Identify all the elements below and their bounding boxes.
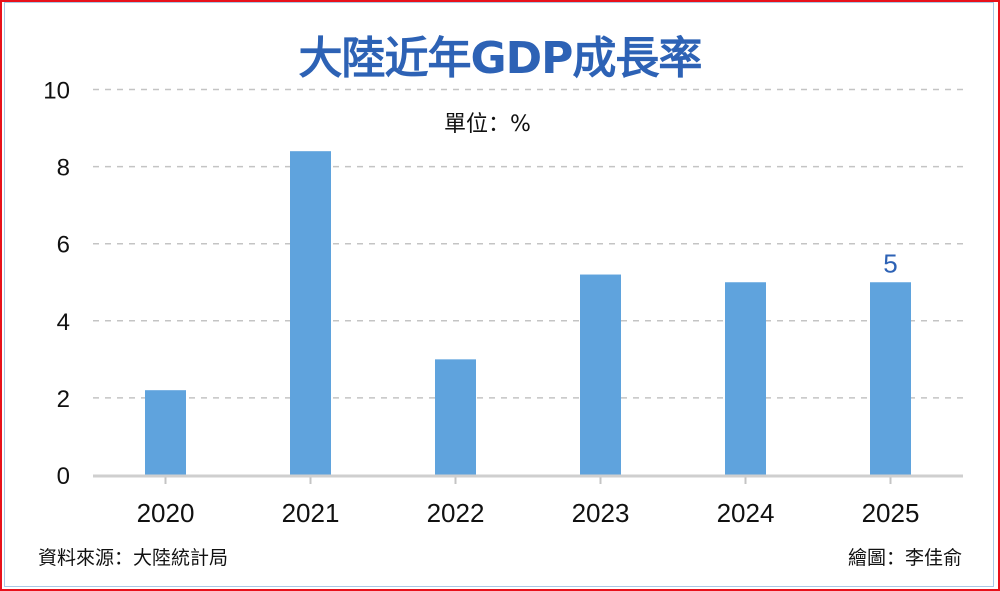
x-tick-label: 2020 (137, 498, 195, 528)
x-tick-label: 2021 (282, 498, 340, 528)
x-tick-label: 2023 (572, 498, 630, 528)
y-tick-label: 0 (57, 463, 70, 490)
y-tick-label: 4 (57, 309, 70, 336)
unit-label: 單位：% (444, 112, 531, 137)
bar-2022 (435, 359, 476, 475)
bar-2020 (145, 390, 186, 475)
bar-2025 (870, 282, 911, 475)
y-tick-label: 10 (43, 78, 70, 105)
chart-title: 大陸近年GDP成長率 (298, 33, 703, 84)
x-tick-label: 2025 (862, 498, 920, 528)
x-tick-label: 2022 (427, 498, 485, 528)
source-note: 資料來源：大陸統計局 (38, 547, 229, 569)
y-tick-label: 2 (57, 386, 70, 413)
x-tick-label: 2024 (717, 498, 775, 528)
inner-frame (4, 2, 994, 587)
credit-note: 繪圖：李佳俞 (847, 547, 962, 569)
bar-2021 (290, 151, 331, 475)
bar-2024 (725, 282, 766, 475)
y-tick-label: 8 (57, 155, 70, 182)
y-tick-label: 6 (57, 232, 70, 259)
bar-2023 (580, 274, 621, 475)
data-label: 5 (883, 248, 897, 278)
